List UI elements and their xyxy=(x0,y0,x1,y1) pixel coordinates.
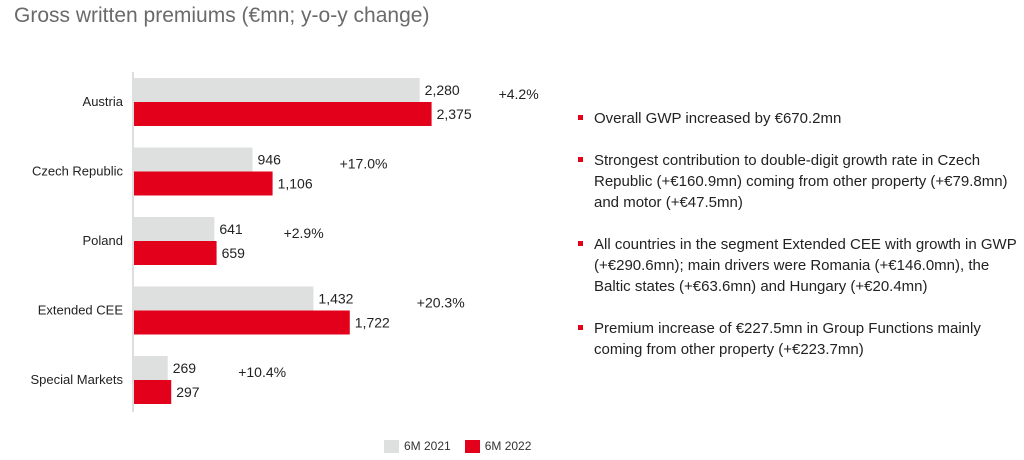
legend-item-6m-2021: 6M 2021 xyxy=(384,439,451,453)
data-label: 297 xyxy=(176,384,200,400)
bar-6m-2021 xyxy=(134,147,253,172)
legend-item-6m-2022: 6M 2022 xyxy=(464,439,532,453)
bullet-marker-icon xyxy=(578,115,583,120)
data-label: 659 xyxy=(222,245,246,261)
data-label: 269 xyxy=(173,360,197,376)
bar-6m-2021 xyxy=(134,356,168,380)
bullet-text: All countries in the segment Extended CE… xyxy=(594,236,1017,295)
bullet-text: Strongest contribution to double-digit g… xyxy=(594,152,1008,211)
category-label: Austria xyxy=(83,94,124,109)
data-label: 946 xyxy=(258,152,282,168)
bullet-marker-icon xyxy=(578,241,583,246)
yoy-change-label: +4.2% xyxy=(499,86,539,102)
data-label: 641 xyxy=(219,221,243,237)
bullet-text: Premium increase of €227.5mn in Group Fu… xyxy=(594,320,981,358)
bullet-item: Strongest contribution to double-digit g… xyxy=(578,150,1018,213)
bullet-item: All countries in the segment Extended CE… xyxy=(578,234,1018,297)
legend-swatch xyxy=(384,439,399,453)
yoy-change-label: +10.4% xyxy=(238,364,286,380)
bullet-item: Premium increase of €227.5mn in Group Fu… xyxy=(578,318,1018,360)
bar-6m-2022 xyxy=(134,310,350,335)
category-label: Special Markets xyxy=(31,372,124,387)
data-label: 1,722 xyxy=(355,315,390,331)
yoy-change-label: +20.3% xyxy=(417,295,465,311)
data-label: 2,375 xyxy=(437,106,472,122)
bar-6m-2022 xyxy=(134,380,172,404)
bullet-item: Overall GWP increased by €670.2mn xyxy=(578,108,1018,129)
bar-6m-2022 xyxy=(134,241,217,265)
bullet-marker-icon xyxy=(578,157,583,162)
legend-swatch xyxy=(464,439,480,453)
bullet-marker-icon xyxy=(578,325,583,330)
bullet-list: Overall GWP increased by €670.2mn Strong… xyxy=(578,108,1018,381)
bar-6m-2021 xyxy=(134,286,314,311)
bar-6m-2022 xyxy=(134,171,273,196)
chart-legend: 6M 2021 6M 2022 xyxy=(384,439,545,453)
legend-label: 6M 2021 xyxy=(404,439,451,453)
data-label: 1,106 xyxy=(278,176,313,192)
data-label: 2,280 xyxy=(425,82,460,98)
category-label: Czech Republic xyxy=(32,164,124,179)
bullet-text: Overall GWP increased by €670.2mn xyxy=(594,110,842,127)
chart-title: Gross written premiums (€mn; y-o-y chang… xyxy=(14,4,430,27)
yoy-change-label: +17.0% xyxy=(340,156,388,172)
bar-chart: Austria 2,280 2,375 +4.2% Czech Republic 946 1… xyxy=(31,72,539,412)
legend-label: 6M 2022 xyxy=(484,439,532,453)
bar-6m-2022 xyxy=(134,102,432,126)
data-label: 1,432 xyxy=(318,291,353,307)
category-label: Extended CEE xyxy=(38,303,124,318)
yoy-change-label: +2.9% xyxy=(284,225,324,241)
category-label: Poland xyxy=(83,233,123,248)
bar-6m-2021 xyxy=(134,78,420,102)
bar-6m-2021 xyxy=(134,217,215,241)
